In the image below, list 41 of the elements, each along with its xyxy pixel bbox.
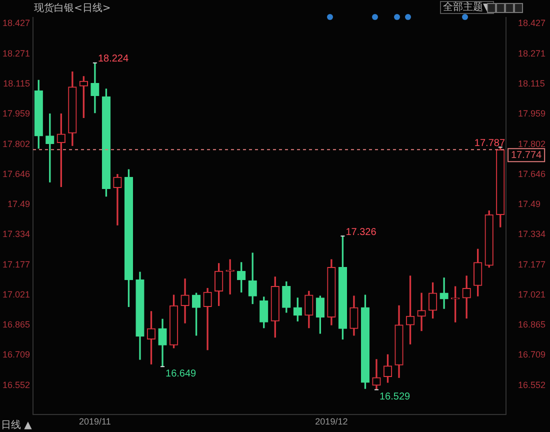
- y-tick-label: 18.427: [2, 18, 30, 28]
- candlestick: [440, 278, 448, 309]
- y-tick-label: 16.552: [2, 380, 30, 390]
- y-tick-label: 17.49: [7, 198, 30, 209]
- y-tick-label: 17.021: [2, 289, 30, 300]
- chart-title: 现货白银<日线>: [34, 2, 111, 15]
- x-tick-label: 2019/11: [79, 416, 111, 426]
- y2-tick-label: 16.709: [518, 350, 546, 360]
- x-tick-label: 2019/12: [315, 416, 348, 426]
- y2-tick-label: 17.49: [518, 198, 541, 209]
- y-tick-label: 18.115: [3, 78, 30, 88]
- text: 日线 ▲: [1, 418, 32, 432]
- y2-tick-label: 18.427: [518, 18, 546, 28]
- y2-tick-label: 18.115: [518, 78, 545, 88]
- y2-tick-label: 17.959: [518, 108, 546, 118]
- candlestick: [113, 174, 122, 226]
- y-tick-label: 17.802: [2, 138, 30, 149]
- y-tick-label: 17.646: [2, 168, 30, 179]
- y2-tick-label: 18.271: [518, 48, 546, 58]
- y-tick-label: 18.271: [2, 48, 30, 58]
- y2-tick-label: 17.802: [518, 138, 546, 149]
- y2-tick-label: 17.334: [518, 228, 546, 239]
- y2-tick-label: 16.552: [518, 380, 546, 390]
- annotation: 16.649: [166, 368, 197, 380]
- y2-tick-label: 16.865: [518, 319, 546, 330]
- candlestick: [203, 288, 212, 350]
- candlestick: [417, 292, 426, 332]
- annotation: 17.787: [474, 138, 506, 149]
- annotation: 18.224: [98, 54, 129, 65]
- y-tick-label: 16.709: [2, 350, 30, 360]
- y2-tick-label: 17.646: [518, 168, 546, 179]
- y2-tick-label: 17.177: [518, 259, 546, 270]
- y-tick-label: 17.959: [2, 108, 30, 118]
- y-tick-label: 16.865: [2, 319, 30, 330]
- annotation: 17.326: [346, 226, 377, 238]
- candlestick: [180, 278, 190, 324]
- annotation: 16.529: [379, 391, 411, 402]
- y2-tick-label: 17.021: [518, 289, 546, 300]
- ref-line-label: 17.774: [511, 150, 542, 161]
- y-tick-label: 17.177: [2, 259, 30, 270]
- y-tick-label: 17.334: [2, 228, 30, 239]
